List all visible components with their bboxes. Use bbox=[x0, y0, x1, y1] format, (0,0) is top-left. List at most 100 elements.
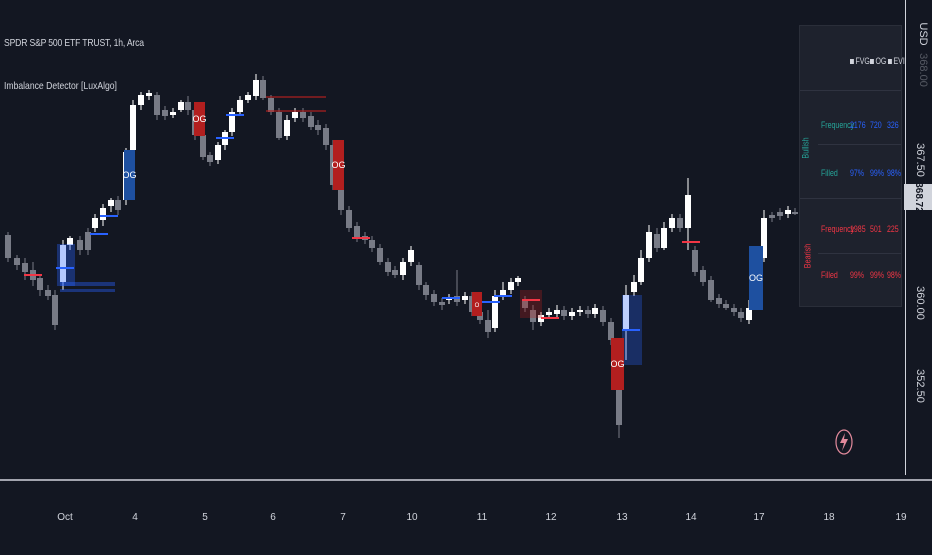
candle-body[interactable] bbox=[661, 228, 667, 248]
lightning-icon[interactable] bbox=[834, 428, 854, 456]
candle-body[interactable] bbox=[229, 112, 235, 132]
candle-body[interactable] bbox=[37, 278, 43, 290]
candle-body[interactable] bbox=[623, 295, 629, 330]
candle-body[interactable] bbox=[130, 105, 136, 150]
candle-body[interactable] bbox=[178, 102, 184, 110]
og-label-box[interactable] bbox=[749, 246, 763, 310]
candle-body[interactable] bbox=[769, 215, 775, 218]
candle-body[interactable] bbox=[530, 310, 536, 322]
symbol-legend[interactable]: SPDR S&P 500 ETF TRUST, 1h, Arca bbox=[4, 37, 144, 49]
candle-body[interactable] bbox=[738, 312, 744, 318]
candle-body[interactable] bbox=[462, 296, 468, 300]
candle-body[interactable] bbox=[315, 125, 321, 130]
candle-body[interactable] bbox=[777, 212, 783, 216]
candle-body[interactable] bbox=[646, 232, 652, 258]
candle-body[interactable] bbox=[785, 210, 791, 214]
candle-body[interactable] bbox=[346, 210, 352, 228]
candle-body[interactable] bbox=[385, 262, 391, 272]
candle-body[interactable] bbox=[268, 98, 274, 112]
og-label-box[interactable] bbox=[124, 150, 135, 200]
candle-body[interactable] bbox=[377, 248, 383, 262]
candle-body[interactable] bbox=[569, 312, 575, 316]
candle-body[interactable] bbox=[215, 145, 221, 160]
candle-body[interactable] bbox=[792, 212, 798, 214]
candle-body[interactable] bbox=[746, 308, 752, 320]
og-label-box[interactable] bbox=[194, 102, 205, 136]
candle-body[interactable] bbox=[185, 102, 191, 110]
candlestick-chart[interactable]: OG OG OG O OG OG bbox=[0, 0, 905, 475]
candle-body[interactable] bbox=[716, 298, 722, 304]
candle-body[interactable] bbox=[92, 218, 98, 228]
candle-body[interactable] bbox=[761, 218, 767, 258]
candle-body[interactable] bbox=[108, 200, 114, 206]
candle-body[interactable] bbox=[631, 282, 637, 292]
candle-body[interactable] bbox=[85, 232, 91, 250]
candle-body[interactable] bbox=[14, 258, 20, 265]
candle-body[interactable] bbox=[485, 320, 491, 332]
candle-body[interactable] bbox=[731, 308, 737, 312]
candle-body[interactable] bbox=[369, 240, 375, 248]
candle-body[interactable] bbox=[416, 265, 422, 285]
time-axis[interactable]: Oct 4 5 6 7 10 11 12 13 14 17 18 19 bbox=[0, 475, 932, 550]
candle-body[interactable] bbox=[561, 310, 567, 316]
candle-body[interactable] bbox=[115, 200, 121, 210]
candle-body[interactable] bbox=[685, 195, 691, 228]
candle-body[interactable] bbox=[276, 112, 282, 138]
candle-body[interactable] bbox=[577, 310, 583, 312]
candle-body[interactable] bbox=[146, 93, 152, 96]
candle-body[interactable] bbox=[708, 280, 714, 300]
candle-body[interactable] bbox=[22, 263, 28, 272]
candle-body[interactable] bbox=[508, 282, 514, 290]
candle-body[interactable] bbox=[45, 290, 51, 296]
candle-body[interactable] bbox=[600, 310, 606, 322]
candle-body[interactable] bbox=[554, 310, 560, 314]
og-label-box[interactable] bbox=[333, 140, 344, 190]
candle-body[interactable] bbox=[408, 250, 414, 262]
candle-body[interactable] bbox=[515, 278, 521, 282]
candle-body[interactable] bbox=[669, 218, 675, 228]
candle-body[interactable] bbox=[245, 95, 251, 100]
candle-body[interactable] bbox=[608, 322, 614, 340]
candle-body[interactable] bbox=[700, 270, 706, 282]
candle-body[interactable] bbox=[392, 270, 398, 275]
candle-body[interactable] bbox=[100, 208, 106, 220]
candle-body[interactable] bbox=[5, 235, 11, 258]
candle-body[interactable] bbox=[300, 112, 306, 118]
candle-body[interactable] bbox=[492, 296, 498, 328]
candle-body[interactable] bbox=[585, 310, 591, 314]
og-label-box[interactable] bbox=[472, 292, 482, 316]
candle-body[interactable] bbox=[237, 100, 243, 112]
candle-body[interactable] bbox=[723, 304, 729, 308]
indicator-legend[interactable]: Imbalance Detector [LuxAlgo] bbox=[4, 80, 117, 92]
candle-body[interactable] bbox=[500, 290, 506, 296]
candle-body[interactable] bbox=[692, 250, 698, 272]
candle-body[interactable] bbox=[207, 155, 213, 162]
candle-body[interactable] bbox=[260, 80, 266, 98]
candle-body[interactable] bbox=[323, 128, 329, 145]
candle-body[interactable] bbox=[292, 112, 298, 118]
candle-body[interactable] bbox=[67, 238, 73, 245]
candle-body[interactable] bbox=[638, 258, 644, 282]
candle-body[interactable] bbox=[77, 240, 83, 250]
chart-area[interactable]: OG OG OG O OG OG bbox=[0, 0, 905, 475]
candle-body[interactable] bbox=[400, 262, 406, 275]
candle-body[interactable] bbox=[354, 226, 360, 238]
candle-body[interactable] bbox=[522, 300, 528, 308]
candle-body[interactable] bbox=[423, 285, 429, 295]
candle-body[interactable] bbox=[284, 120, 290, 136]
candle-body[interactable] bbox=[162, 110, 168, 116]
candle-body[interactable] bbox=[338, 185, 344, 210]
candle-body[interactable] bbox=[138, 95, 144, 105]
candle-body[interactable] bbox=[592, 308, 598, 314]
candle-body[interactable] bbox=[200, 135, 206, 157]
candle-body[interactable] bbox=[170, 112, 176, 115]
og-label-box[interactable] bbox=[611, 338, 624, 390]
price-axis[interactable]: USD 368.00 367.50 360.00 352.50 bbox=[905, 0, 932, 475]
candle-body[interactable] bbox=[253, 80, 259, 96]
candle-body[interactable] bbox=[60, 245, 66, 282]
candle-body[interactable] bbox=[52, 295, 58, 325]
candle-body[interactable] bbox=[654, 234, 660, 248]
candle-body[interactable] bbox=[154, 95, 160, 115]
candle-body[interactable] bbox=[308, 116, 314, 127]
candle-body[interactable] bbox=[431, 294, 437, 302]
